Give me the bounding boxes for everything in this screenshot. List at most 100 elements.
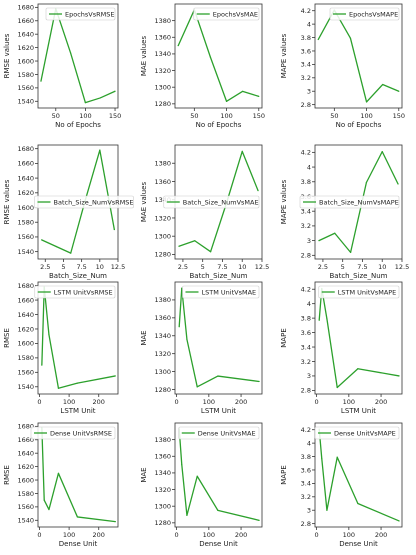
y-tick-label: 1360 bbox=[154, 453, 171, 461]
x-tick-label: 2.5 bbox=[318, 263, 328, 271]
y-axis-label: MAE bbox=[140, 330, 148, 345]
data-point bbox=[217, 509, 219, 511]
legend-label: Dense UnitVsMAE bbox=[198, 429, 256, 437]
y-tick-label: 3 bbox=[307, 88, 311, 96]
y-axis-label: RMSE bbox=[3, 328, 11, 348]
x-tick-label: 10 bbox=[96, 263, 104, 271]
y-tick-label: 1620 bbox=[17, 325, 34, 333]
series-line bbox=[318, 150, 399, 254]
y-tick-label: 1280 bbox=[154, 100, 171, 108]
series-line bbox=[318, 287, 400, 389]
y-tick-label: 1340 bbox=[154, 469, 171, 477]
data-point bbox=[186, 514, 188, 516]
x-tick-label: 100 bbox=[203, 398, 215, 406]
y-tick-label: 3.8 bbox=[301, 453, 311, 461]
y-tick-label: 1680 bbox=[17, 4, 34, 12]
series-line bbox=[41, 149, 115, 254]
data-point bbox=[257, 190, 259, 192]
y-tick-label: 1580 bbox=[17, 354, 34, 362]
x-tick-label: 7.5 bbox=[357, 263, 367, 271]
y-axis-label: MAPE values bbox=[280, 179, 288, 224]
legend: LSTM UnitVsMAPE bbox=[318, 285, 400, 299]
y-tick-label: 1640 bbox=[17, 311, 34, 319]
y-tick-label: 3.4 bbox=[301, 61, 311, 69]
x-tick-label: 100 bbox=[63, 398, 75, 406]
legend-label: EpochsVsMAE bbox=[213, 10, 258, 18]
data-point bbox=[357, 368, 359, 370]
x-tick-label: 100 bbox=[79, 112, 91, 120]
x-tick-label: 0 bbox=[175, 531, 179, 539]
series-line bbox=[177, 9, 259, 102]
y-tick-label: 4.2 bbox=[301, 149, 311, 157]
x-tick-label: 200 bbox=[235, 398, 247, 406]
data-point bbox=[181, 464, 183, 466]
chart-2: 2.8 3 3.2 3.4 3.6 3.8 4 4.2 50 100 150 No of Epochs… bbox=[280, 3, 405, 129]
x-tick-label: 200 bbox=[375, 531, 387, 539]
x-axis-label: LSTM Unit bbox=[341, 407, 376, 415]
data-point bbox=[69, 52, 72, 54]
x-axis-label: LSTM Unit bbox=[60, 407, 95, 415]
data-point bbox=[217, 375, 219, 377]
data-point bbox=[398, 520, 400, 522]
y-tick-label: 1320 bbox=[154, 67, 171, 75]
legend-label: Dense UnitVsMAPE bbox=[334, 429, 396, 437]
y-tick-label: 1540 bbox=[17, 248, 34, 256]
data-point bbox=[334, 232, 336, 234]
y-tick-label: 3.2 bbox=[301, 493, 311, 501]
x-tick-label: 50 bbox=[190, 112, 198, 120]
y-tick-label: 4 bbox=[307, 20, 311, 28]
data-point bbox=[398, 90, 400, 92]
y-tick-label: 1660 bbox=[17, 436, 34, 444]
data-point bbox=[76, 382, 79, 384]
legend-label: LSTM UnitVsMAE bbox=[202, 288, 257, 296]
x-tick-label: 12.5 bbox=[395, 263, 409, 271]
y-tick-label: 2.8 bbox=[301, 387, 311, 395]
legend-label: LSTM UnitVsRMSE bbox=[54, 288, 113, 296]
x-tick-label: 100 bbox=[220, 112, 232, 120]
y-axis-label: RMSE values bbox=[3, 33, 11, 78]
data-point bbox=[326, 509, 328, 511]
y-tick-label: 1640 bbox=[17, 174, 34, 182]
chart-0: 1540 1560 1580 1600 1620 1640 1660 1680 50 100 150… bbox=[3, 3, 121, 129]
y-tick-label: 1620 bbox=[17, 44, 34, 52]
data-point bbox=[336, 456, 338, 458]
x-tick-label: 5 bbox=[61, 263, 65, 271]
x-tick-label: 150 bbox=[253, 112, 265, 120]
y-tick-label: 1360 bbox=[154, 314, 171, 322]
y-tick-label: 4.2 bbox=[301, 286, 311, 294]
data-point bbox=[318, 240, 320, 242]
data-point bbox=[398, 375, 400, 377]
y-tick-label: 1320 bbox=[154, 350, 171, 358]
plot-frame bbox=[174, 422, 263, 528]
data-point bbox=[258, 380, 260, 383]
data-point bbox=[397, 183, 399, 185]
y-tick-label: 4 bbox=[307, 163, 311, 171]
y-tick-label: 1280 bbox=[154, 386, 171, 394]
y-tick-label: 1580 bbox=[17, 490, 34, 498]
series-line bbox=[178, 150, 259, 253]
data-point bbox=[57, 472, 60, 474]
x-tick-label: 0 bbox=[37, 531, 41, 539]
data-point bbox=[242, 90, 244, 92]
data-point bbox=[57, 387, 60, 389]
y-tick-label: 1660 bbox=[17, 296, 34, 304]
data-point bbox=[225, 100, 228, 102]
y-tick-label: 1340 bbox=[154, 50, 171, 58]
data-point bbox=[84, 102, 87, 104]
data-point bbox=[318, 319, 320, 321]
y-tick-label: 3.8 bbox=[301, 178, 311, 186]
chart-3: 1540 1560 1580 1600 1620 1640 1660 1680 2.5 5 7.5 1… bbox=[3, 144, 134, 280]
data-point bbox=[186, 338, 188, 340]
x-tick-label: 100 bbox=[203, 531, 215, 539]
y-axis-label: RMSE bbox=[3, 465, 11, 485]
data-point bbox=[48, 508, 50, 511]
data-point bbox=[40, 80, 42, 82]
y-axis-label: MAE bbox=[140, 467, 148, 482]
x-axis-label: LSTM Unit bbox=[201, 407, 236, 415]
y-tick-label: 4 bbox=[307, 300, 311, 308]
y-axis-label: RMSE values bbox=[3, 179, 11, 224]
legend: Batch_Size_NumVsMAPE bbox=[299, 195, 400, 209]
legend: EpochsVsRMSE bbox=[45, 7, 116, 21]
